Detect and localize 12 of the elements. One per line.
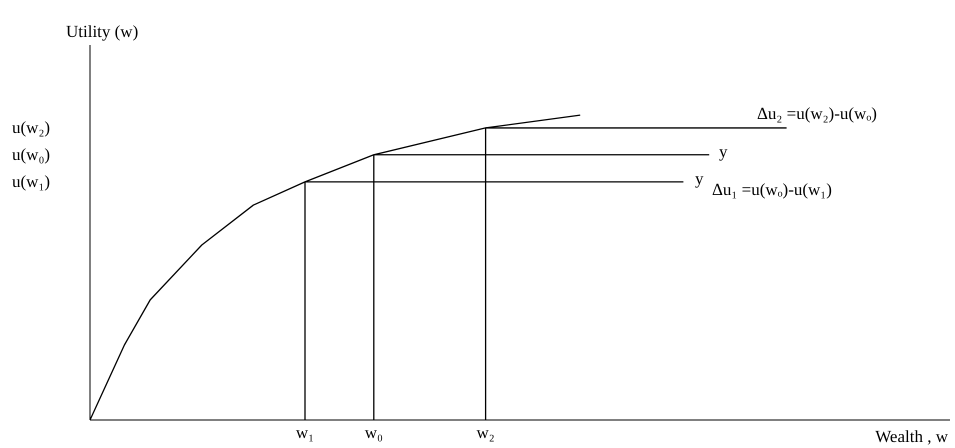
text: u(w₁) (12, 172, 50, 192)
annotation: y (719, 142, 728, 162)
x-axis-title: Wealth , w (875, 427, 949, 446)
x-tick-label: w₂ (476, 423, 495, 442)
text: u(w₂) (12, 118, 50, 138)
text: u(w₀) (12, 145, 50, 165)
annotation: Δu₁ =u(wₒ)-u(w₁) (712, 180, 832, 200)
x-tick-label: w₀ (364, 423, 383, 442)
x-tick-label: w₁ (296, 423, 314, 442)
annotation: Δu₂ =u(w₂)-u(wₒ) (757, 104, 877, 124)
annotation: y (695, 169, 704, 189)
y-axis-title: Utility (w) (66, 22, 138, 41)
